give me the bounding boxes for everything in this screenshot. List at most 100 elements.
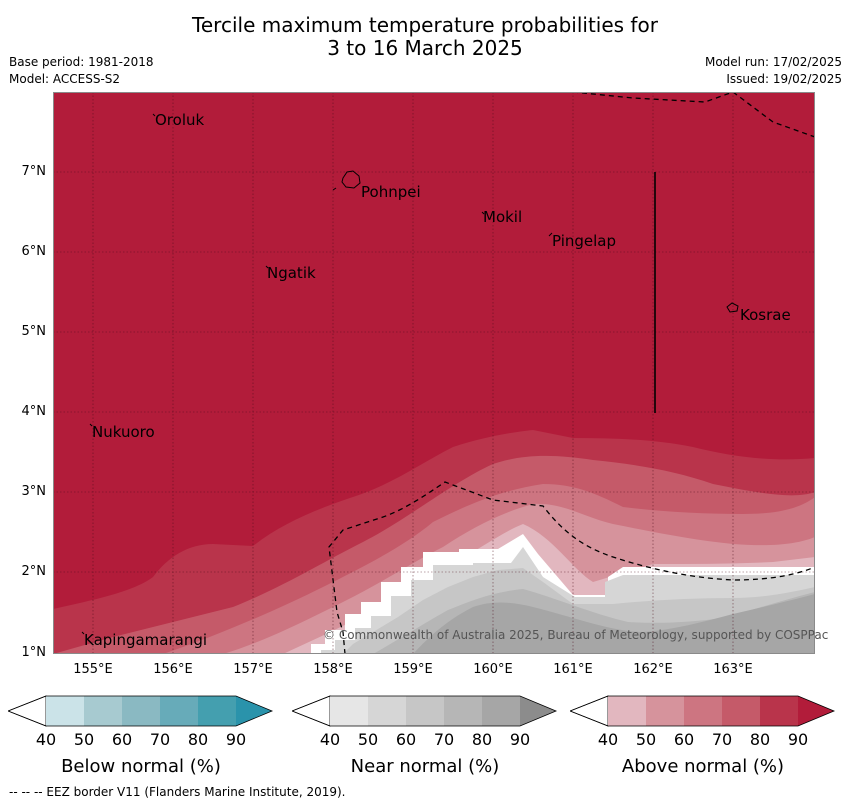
title-line-1: Tercile maximum temperature probabilitie… <box>192 13 658 37</box>
legend-below-colorbar <box>8 695 274 727</box>
legend-above-swatch-80 <box>760 696 798 726</box>
pohnpei-islet <box>332 187 337 191</box>
legend-near-swatch-40 <box>330 696 368 726</box>
legend-below-min-arrow <box>8 695 47 727</box>
y-tick-label: 4°N <box>21 404 47 419</box>
legend-tick: 50 <box>357 730 379 749</box>
legend-tick: 80 <box>187 730 209 749</box>
x-tick-label: 156°E <box>153 662 193 677</box>
legend-tick: 60 <box>395 730 417 749</box>
legend-below-swatch-60 <box>122 696 160 726</box>
x-tick-label: 158°E <box>313 662 353 677</box>
legend-tick: 70 <box>433 730 455 749</box>
legend-tick: 80 <box>749 730 771 749</box>
legend-below-outline <box>8 695 274 727</box>
legend-near-colorbar <box>292 695 558 727</box>
legend-tick: 70 <box>149 730 171 749</box>
legend-below-swatch-50 <box>84 696 122 726</box>
legend-near-max-arrow <box>520 696 556 726</box>
oroluk-atoll <box>152 113 156 117</box>
x-tick-label: 160°E <box>473 662 513 677</box>
islands <box>81 113 739 635</box>
legend-tick: 90 <box>787 730 809 749</box>
mokil-atoll <box>481 211 485 215</box>
place-label-pohnpei: Pohnpei <box>361 183 421 201</box>
legend-above-colorbar <box>570 695 836 727</box>
place-label-kosrae: Kosrae <box>740 306 791 324</box>
legend-above-outline <box>570 695 836 727</box>
place-label-pingelap: Pingelap <box>552 232 617 250</box>
legend-below-normal <box>8 694 274 728</box>
y-tick-label: 3°N <box>21 484 47 499</box>
legend-near-swatch-80 <box>482 696 520 726</box>
place-label-ngatik: Ngatik <box>267 264 316 282</box>
legend-tick: 40 <box>319 730 341 749</box>
x-tick-label: 157°E <box>233 662 273 677</box>
x-tick-label: 162°E <box>633 662 673 677</box>
map-frame <box>53 92 815 654</box>
legend-near-swatch-60 <box>406 696 444 726</box>
legend-tick: 70 <box>711 730 733 749</box>
y-tick-label: 7°N <box>21 164 47 179</box>
legend-near-swatch-50 <box>368 696 406 726</box>
legend-above-swatch-50 <box>646 696 684 726</box>
legend-near-swatch-70 <box>444 696 482 726</box>
eez-border-footnote: -- -- -- EEZ border V11 (Flanders Marine… <box>9 785 346 799</box>
legend-below-title: Below normal (%) <box>61 756 221 777</box>
legend-above-normal <box>570 694 836 728</box>
y-tick-label: 1°N <box>21 645 47 660</box>
legend-tick: 40 <box>35 730 57 749</box>
x-tick-label: 163°E <box>713 662 753 677</box>
place-label-nukuoro: Nukuoro <box>92 423 155 441</box>
y-tick-label: 2°N <box>21 564 47 579</box>
kosrae-island-shape <box>726 302 739 313</box>
legend-tick: 50 <box>635 730 657 749</box>
near-70-region <box>413 594 815 654</box>
legend-near-title: Near normal (%) <box>350 756 500 777</box>
place-label-mokil: Mokil <box>483 208 523 226</box>
kapingamarangi-atoll <box>81 631 85 635</box>
legend-tick: 80 <box>471 730 493 749</box>
map-canvas <box>53 92 815 654</box>
model-run: Model run: 17/02/2025 <box>704 55 842 69</box>
legend-above-swatch-60 <box>684 696 722 726</box>
pohnpei-island-shape <box>341 170 361 189</box>
grid-lines <box>53 92 815 654</box>
legend-near-min-arrow <box>292 695 331 727</box>
legend-tick: 40 <box>597 730 619 749</box>
x-tick-label: 159°E <box>393 662 433 677</box>
legend-tick: 60 <box>673 730 695 749</box>
legend-tick: 50 <box>73 730 95 749</box>
legend-tick: 90 <box>225 730 247 749</box>
legend-near-outline <box>292 695 558 727</box>
legend-below-swatch-80 <box>198 696 236 726</box>
title-line-2: 3 to 16 March 2025 <box>327 36 523 60</box>
legend-tick: 90 <box>509 730 531 749</box>
nukuoro-atoll <box>89 423 93 427</box>
pingelap-atoll <box>548 232 553 237</box>
y-tick-label: 5°N <box>21 324 47 339</box>
legend-above-max-arrow <box>798 696 834 726</box>
meta-left: Base period: 1981-2018 Model: ACCESS-S2 <box>9 54 154 88</box>
legend-near-normal <box>292 694 558 728</box>
copyright-notice: © Commonwealth of Australia 2025, Bureau… <box>323 628 829 642</box>
legend-above-min-arrow <box>570 695 609 727</box>
ngatik-atoll <box>265 265 269 269</box>
legend-below-swatch-40 <box>46 696 84 726</box>
eez-border <box>328 92 815 654</box>
y-tick-label: 6°N <box>21 244 47 259</box>
place-label-kapingamarangi: Kapingamarangi <box>84 631 208 649</box>
legend-above-title: Above normal (%) <box>621 756 785 777</box>
base-period: Base period: 1981-2018 <box>9 55 154 69</box>
issued-date: Issued: 19/02/2025 <box>726 72 842 86</box>
map-area[interactable] <box>53 92 815 654</box>
x-tick-label: 161°E <box>553 662 593 677</box>
legend-tick: 60 <box>111 730 133 749</box>
legend-below-swatch-70 <box>160 696 198 726</box>
legend-above-swatch-70 <box>722 696 760 726</box>
model-name: Model: ACCESS-S2 <box>9 72 121 86</box>
legend-below-max-arrow <box>236 696 272 726</box>
meta-right: Model run: 17/02/2025 Issued: 19/02/2025 <box>705 54 842 88</box>
legend-above-swatch-40 <box>608 696 646 726</box>
x-tick-label: 155°E <box>73 662 113 677</box>
